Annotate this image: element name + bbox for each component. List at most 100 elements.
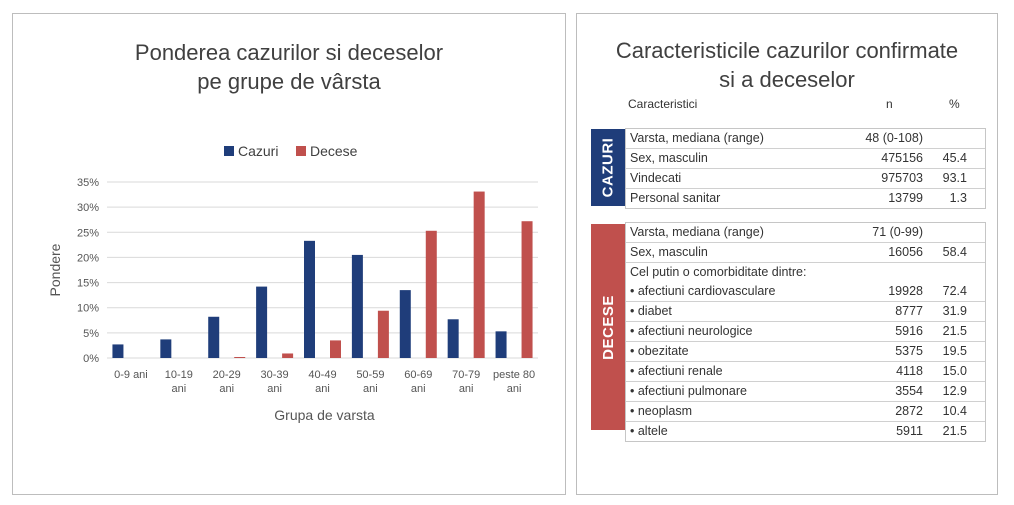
x-tick-label: ani [219, 383, 234, 395]
row-percent: 93.1 [942, 171, 967, 185]
bar-chart: 0% 5% 10% 15% 20% 25% 30% 35% 0-9 ani 10-19 ani 20-… [47, 143, 538, 423]
table-row: Sex, masculin 475156 45.4 [626, 149, 985, 169]
x-tick-label: 0-9 ani [114, 369, 148, 381]
y-tick-label: 15% [77, 278, 99, 290]
chart-title-line2: pe grupe de vârsta [197, 69, 381, 94]
table-row: Sex, masculin 16056 58.4 [626, 243, 985, 263]
row-percent: 72.4 [942, 284, 967, 298]
row-label: • diabet [630, 304, 672, 318]
row-percent: 10.4 [942, 404, 967, 418]
x-tick-label: 10-19 [165, 369, 193, 381]
x-tick-label: 30-39 [261, 369, 289, 381]
bar-cazuri [112, 344, 124, 358]
bar-cazuri [351, 254, 363, 358]
row-percent: 19.5 [942, 344, 967, 358]
bar-decese [521, 221, 533, 358]
table-row: • afectiuni neurologice 5916 21.5 [626, 322, 985, 342]
row-percent: 1.3 [949, 191, 967, 205]
y-tick-label: 25% [77, 227, 99, 239]
col-header-n: n [886, 97, 893, 111]
row-count: 48 (0-108) [865, 131, 923, 145]
row-count: 5375 [895, 344, 923, 358]
y-tick-label: 35% [77, 177, 99, 189]
decese-section-label: DECESE [591, 224, 625, 430]
row-label: Varsta, mediana (range) [630, 225, 764, 239]
y-tick-label: 5% [83, 328, 99, 340]
row-label: Varsta, mediana (range) [630, 131, 764, 145]
row-count: 5916 [895, 324, 923, 338]
row-count: 975703 [881, 171, 923, 185]
x-tick-label: 70-79 [452, 369, 480, 381]
chart-title-line1: Ponderea cazurilor si deceselor [134, 40, 444, 65]
x-tick-label: ani [363, 383, 378, 395]
bar-cazuri [447, 319, 459, 358]
bar-decese [234, 356, 246, 358]
bar-decese [377, 310, 389, 358]
bar-decese [425, 230, 437, 358]
x-axis-title: Grupa de varsta [274, 407, 375, 423]
legend-label-decese: Decese [310, 143, 358, 159]
x-tick-label: ani [507, 383, 522, 395]
bar-cazuri [256, 286, 268, 358]
bar-cazuri [495, 331, 507, 358]
row-count: 16056 [888, 245, 923, 259]
cazuri-table: Varsta, mediana (range) 48 (0-108) Sex, ma… [625, 128, 986, 209]
bar-cazuri [208, 316, 220, 358]
bar-decese [282, 353, 294, 358]
row-count: 3554 [895, 384, 923, 398]
row-label: Personal sanitar [630, 191, 721, 205]
row-label: Cel putin o comorbiditate dintre: [630, 265, 807, 279]
table-title-line1: Caracteristicile cazurilor confirmate [615, 38, 959, 63]
y-tick-label: 10% [77, 303, 99, 315]
x-tick-label: ani [411, 383, 426, 395]
row-label: • afectiuni pulmonare [630, 384, 747, 398]
bar-decese [330, 340, 341, 358]
legend-swatch-cazuri [224, 146, 234, 156]
row-count: 2872 [895, 404, 923, 418]
row-label: • neoplasm [630, 404, 693, 418]
y-tick-label: 30% [77, 202, 99, 214]
x-tick-label: ani [315, 383, 330, 395]
table-row: Personal sanitar 13799 1.3 [626, 189, 985, 208]
bar-decese [473, 191, 485, 358]
row-count: 8777 [895, 304, 923, 318]
cazuri-section-label: CAZURI [591, 129, 625, 206]
row-label: • obezitate [630, 344, 689, 358]
x-tick-label: ani [267, 383, 282, 395]
x-tick-label: 40-49 [308, 369, 336, 381]
bar-cazuri [160, 339, 172, 358]
row-count: 4118 [896, 364, 923, 378]
table-row: • altele 5911 21.5 [626, 422, 985, 441]
legend-swatch-decese [296, 146, 306, 156]
table-row: • neoplasm 2872 10.4 [626, 402, 985, 422]
row-label: • altele [630, 424, 668, 438]
x-tick-label: ani [459, 383, 474, 395]
y-tick-label: 0% [83, 353, 99, 365]
row-count: 475156 [881, 151, 923, 165]
bar-cazuri [304, 240, 315, 358]
x-tick-label: 60-69 [404, 369, 432, 381]
x-tick-label: 20-29 [213, 369, 241, 381]
row-percent: 31.9 [942, 304, 967, 318]
decese-table: Varsta, mediana (range) 71 (0-99) Sex, mas… [625, 222, 986, 442]
characteristics-panel: Caracteristicile cazurilor confirmate si… [576, 13, 998, 495]
row-percent: 12.9 [942, 384, 967, 398]
row-percent: 45.4 [942, 151, 967, 165]
x-tick-label: ani [171, 383, 186, 395]
x-tick-label: peste 80 [493, 369, 535, 381]
col-header-pct: % [949, 97, 960, 111]
row-count: 19928 [888, 284, 923, 298]
table-row: Cel putin o comorbiditate dintre: [626, 263, 985, 282]
table-row: Varsta, mediana (range) 71 (0-99) [626, 223, 985, 243]
row-count: 5911 [896, 424, 923, 438]
table-row: Vindecati 975703 93.1 [626, 169, 985, 189]
table-row: • afectiuni cardiovasculare 19928 72.4 [626, 282, 985, 302]
row-percent: 15.0 [942, 364, 967, 378]
age-chart-panel: Ponderea cazurilor si deceselor pe grupe… [12, 13, 566, 495]
row-percent: 21.5 [942, 424, 967, 438]
row-label: • afectiuni neurologice [630, 324, 753, 338]
row-count: 71 (0-99) [872, 225, 923, 239]
row-label: • afectiuni renale [630, 364, 723, 378]
row-percent: 58.4 [942, 245, 967, 259]
row-label: • afectiuni cardiovasculare [630, 284, 776, 298]
